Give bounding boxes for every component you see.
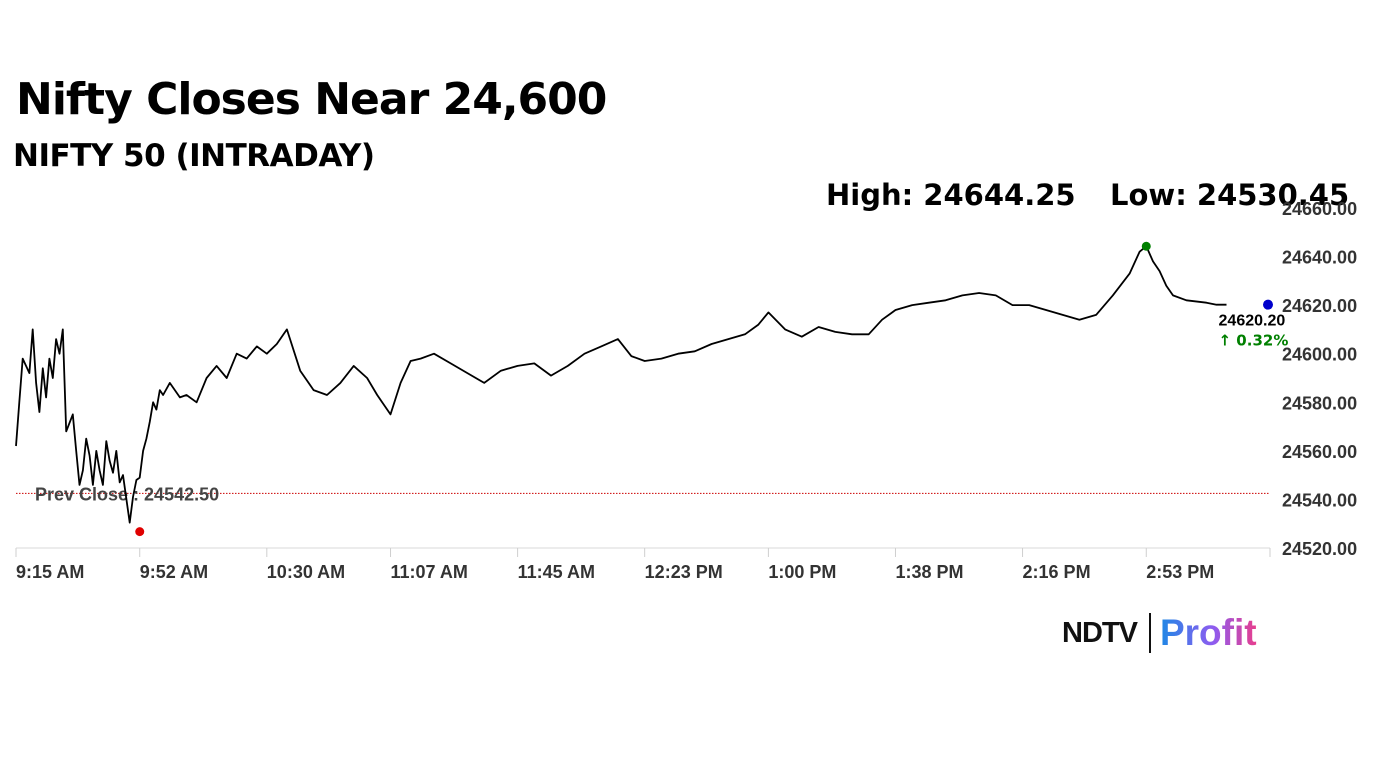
x-tick-label: 11:07 AM [391, 562, 468, 582]
x-tick-label: 2:53 PM [1146, 562, 1214, 582]
high-point-marker [1141, 241, 1151, 251]
y-tick-label: 24660.00 [1282, 199, 1357, 219]
day-high: High: 24644.25 [826, 178, 1076, 212]
x-tick-label: 1:00 PM [768, 562, 836, 582]
x-tick-label: 9:52 AM [140, 562, 208, 582]
last-price-label: 24620.20 [1219, 313, 1286, 330]
intraday-chart: 24520.00 24540.00 24560.00 24580.00 24600.00… [15, 199, 1357, 582]
prev-close-line: Prev Close : 24542.50 [16, 484, 1270, 504]
y-tick-label: 24600.00 [1282, 345, 1357, 365]
y-tick-label: 24620.00 [1282, 296, 1357, 316]
day-low: Low: 24530.45 [1110, 178, 1350, 212]
ndtv-profit-logo: NDTV Profit [1062, 612, 1257, 654]
price-markers: 24620.20 ↑ 0.32% [135, 241, 1289, 537]
x-tick-label: 11:45 AM [518, 562, 595, 582]
y-tick-label: 24640.00 [1282, 248, 1357, 268]
logo-divider [1148, 613, 1151, 653]
y-tick-label: 24580.00 [1282, 393, 1357, 413]
x-tick-label: 1:38 PM [895, 562, 963, 582]
profit-wordmark: Profit [1159, 612, 1257, 653]
x-tick-label: 2:16 PM [1023, 562, 1091, 582]
price-line [15, 245, 1227, 524]
y-tick-label: 24540.00 [1282, 490, 1357, 510]
prev-close-label: Prev Close : 24542.50 [35, 484, 219, 504]
y-tick-label: 24520.00 [1282, 539, 1357, 559]
x-tick-label: 10:30 AM [267, 562, 345, 582]
chart-title: Nifty Closes Near 24,600 [16, 74, 607, 125]
chart-subtitle: NIFTY 50 (INTRADAY) [13, 138, 375, 174]
y-tick-label: 24560.00 [1282, 442, 1357, 462]
y-axis: 24520.00 24540.00 24560.00 24580.00 24600.00… [1282, 199, 1357, 559]
low-point-marker [135, 527, 145, 537]
ndtv-wordmark: NDTV [1062, 616, 1138, 649]
x-axis: 9:15 AM 9:52 AM 10:30 AM 11:07 AM 11:45 AM 12… [15, 547, 1271, 582]
change-label: ↑ 0.32% [1219, 332, 1289, 350]
last-price-marker [1263, 299, 1273, 310]
price-series [15, 245, 1227, 524]
x-tick-label: 12:23 PM [645, 562, 723, 582]
x-tick-label: 9:15 AM [16, 562, 84, 582]
